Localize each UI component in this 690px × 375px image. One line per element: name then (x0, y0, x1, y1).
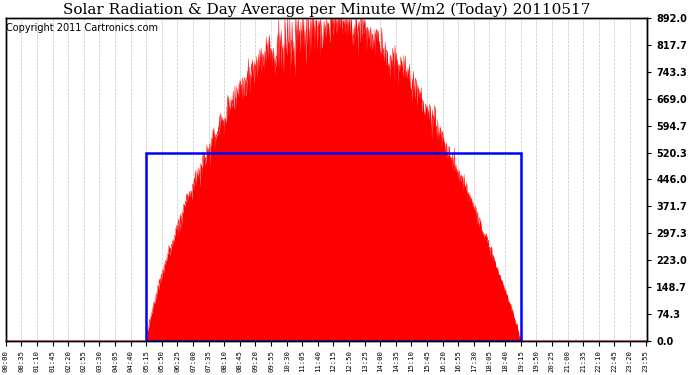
Title: Solar Radiation & Day Average per Minute W/m2 (Today) 20110517: Solar Radiation & Day Average per Minute… (63, 3, 590, 17)
Bar (146, 153, 521, 340)
Text: Copyright 2011 Cartronics.com: Copyright 2011 Cartronics.com (6, 23, 159, 33)
